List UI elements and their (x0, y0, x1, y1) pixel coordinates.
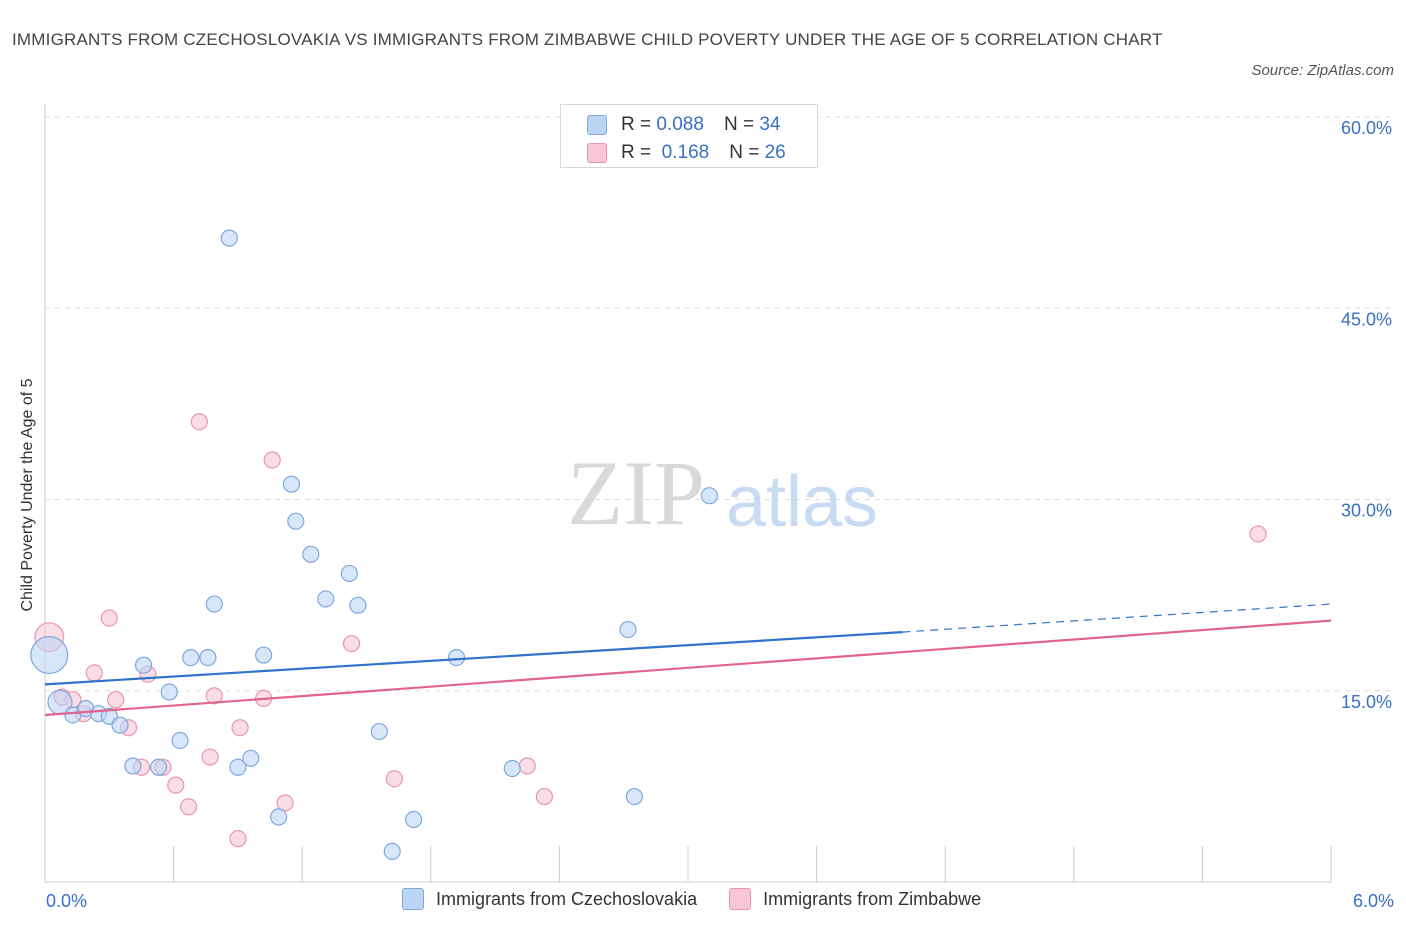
data-point-zimbabwe (180, 798, 198, 816)
data-point-zimbabwe (263, 451, 281, 469)
data-point-czechoslovakia (229, 758, 247, 776)
watermark-atlas: atlas (726, 462, 878, 542)
legend-label-zimbabwe: Immigrants from Zimbabwe (763, 888, 982, 909)
data-point-czechoslovakia (317, 590, 335, 608)
trend-line-zimbabwe (44, 619, 1332, 717)
data-point-czechoslovakia (270, 808, 288, 826)
data-point-czechoslovakia (503, 759, 521, 778)
legend-swatch-czechoslovakia (402, 888, 424, 910)
data-point-zimbabwe (342, 634, 361, 653)
legend-item-czechoslovakia: Immigrants from Czechoslovakia (402, 888, 697, 910)
data-point-zimbabwe (385, 770, 403, 788)
data-point-zimbabwe (518, 757, 536, 775)
data-point-czechoslovakia (124, 757, 142, 775)
data-point-zimbabwe (100, 609, 118, 627)
data-point-zimbabwe (231, 719, 249, 737)
data-point-czechoslovakia (171, 731, 189, 750)
n-value: 26 (764, 142, 786, 163)
data-point-czechoslovakia (111, 716, 129, 734)
data-point-czechoslovakia (340, 564, 358, 583)
legend-label-czechoslovakia: Immigrants from Czechoslovakia (436, 888, 698, 909)
data-point-zimbabwe (229, 830, 247, 848)
n-value: 34 (759, 114, 781, 135)
source-credit: Source: ZipAtlas.com (1251, 62, 1394, 79)
chart-title: IMMIGRANTS FROM CZECHOSLOVAKIA VS IMMIGR… (12, 30, 1163, 49)
data-point-czechoslovakia (302, 545, 320, 563)
data-point-czechoslovakia (149, 758, 168, 776)
legend-swatch-zimbabwe (587, 143, 607, 163)
legend-row-czechoslovakia: R = 0.088 N = 34 (587, 113, 780, 137)
axes (44, 104, 1332, 883)
data-point-czechoslovakia (619, 620, 637, 639)
data-point-czechoslovakia (160, 683, 178, 701)
data-point-czechoslovakia (370, 722, 388, 741)
data-point-czechoslovakia (255, 646, 273, 664)
data-point-czechoslovakia (405, 810, 423, 829)
data-point-czechoslovakia (134, 656, 153, 674)
legend-swatch-zimbabwe (729, 888, 752, 910)
data-point-zimbabwe (1249, 525, 1267, 543)
zipatlas-watermark: ZIP atlas (567, 442, 878, 544)
series-legend: Immigrants from Czechoslovakia Immigrant… (402, 888, 1013, 910)
gridlines (45, 116, 1390, 692)
data-point-zimbabwe (535, 787, 553, 806)
n-label: N = (723, 114, 755, 135)
data-point-czechoslovakia (625, 787, 644, 806)
r-label: R = (621, 114, 652, 135)
data-point-zimbabwe (276, 794, 294, 812)
watermark-zip: ZIP (567, 442, 705, 544)
series-czechoslovakia-points (30, 229, 719, 861)
y-tick-label: 60.0% (1341, 118, 1392, 138)
correlation-legend: R = 0.088 N = 34 R = 0.168 N = 26 (560, 104, 818, 168)
y-axis-label: Child Poverty Under the Age of 5 (19, 378, 36, 612)
data-point-czechoslovakia (205, 595, 223, 613)
data-point-czechoslovakia (700, 487, 719, 505)
data-point-zimbabwe (85, 664, 103, 682)
legend-item-zimbabwe: Immigrants from Zimbabwe (729, 888, 981, 910)
data-point-czechoslovakia (220, 229, 238, 247)
legend-row-zimbabwe: R = 0.168 N = 26 (587, 141, 786, 165)
data-point-czechoslovakia (282, 475, 301, 493)
r-value: 0.088 (656, 114, 704, 135)
x-tick-label-max: 6.0% (1352, 891, 1394, 911)
data-point-zimbabwe (167, 776, 185, 794)
y-tick-label: 45.0% (1341, 309, 1392, 329)
data-point-czechoslovakia (349, 596, 367, 614)
trend-lines (44, 603, 1332, 717)
data-point-czechoslovakia (242, 749, 260, 767)
data-point-czechoslovakia (199, 648, 217, 667)
y-tick-label: 30.0% (1341, 501, 1392, 521)
r-value: 0.168 (661, 142, 710, 163)
legend-swatch-czechoslovakia (587, 115, 607, 135)
data-point-czechoslovakia (287, 512, 305, 530)
y-tick-labels: 15.0% 30.0% 45.0% 60.0% (1341, 118, 1392, 712)
y-tick-label: 15.0% (1341, 692, 1392, 712)
data-point-zimbabwe (201, 748, 219, 766)
data-point-zimbabwe (190, 413, 208, 431)
data-point-czechoslovakia (182, 648, 200, 667)
trend-line-czechoslovakia (44, 631, 903, 686)
data-point-czechoslovakia (30, 636, 69, 675)
data-point-czechoslovakia (447, 648, 466, 667)
data-point-zimbabwe (107, 691, 125, 709)
x-tick-label-min: 0.0% (46, 891, 88, 911)
trend-extension-czechoslovakia (902, 603, 1332, 633)
n-label: N = (729, 142, 760, 163)
r-label: R = (621, 142, 652, 163)
data-point-czechoslovakia (383, 842, 401, 861)
data-point-zimbabwe (205, 687, 223, 705)
